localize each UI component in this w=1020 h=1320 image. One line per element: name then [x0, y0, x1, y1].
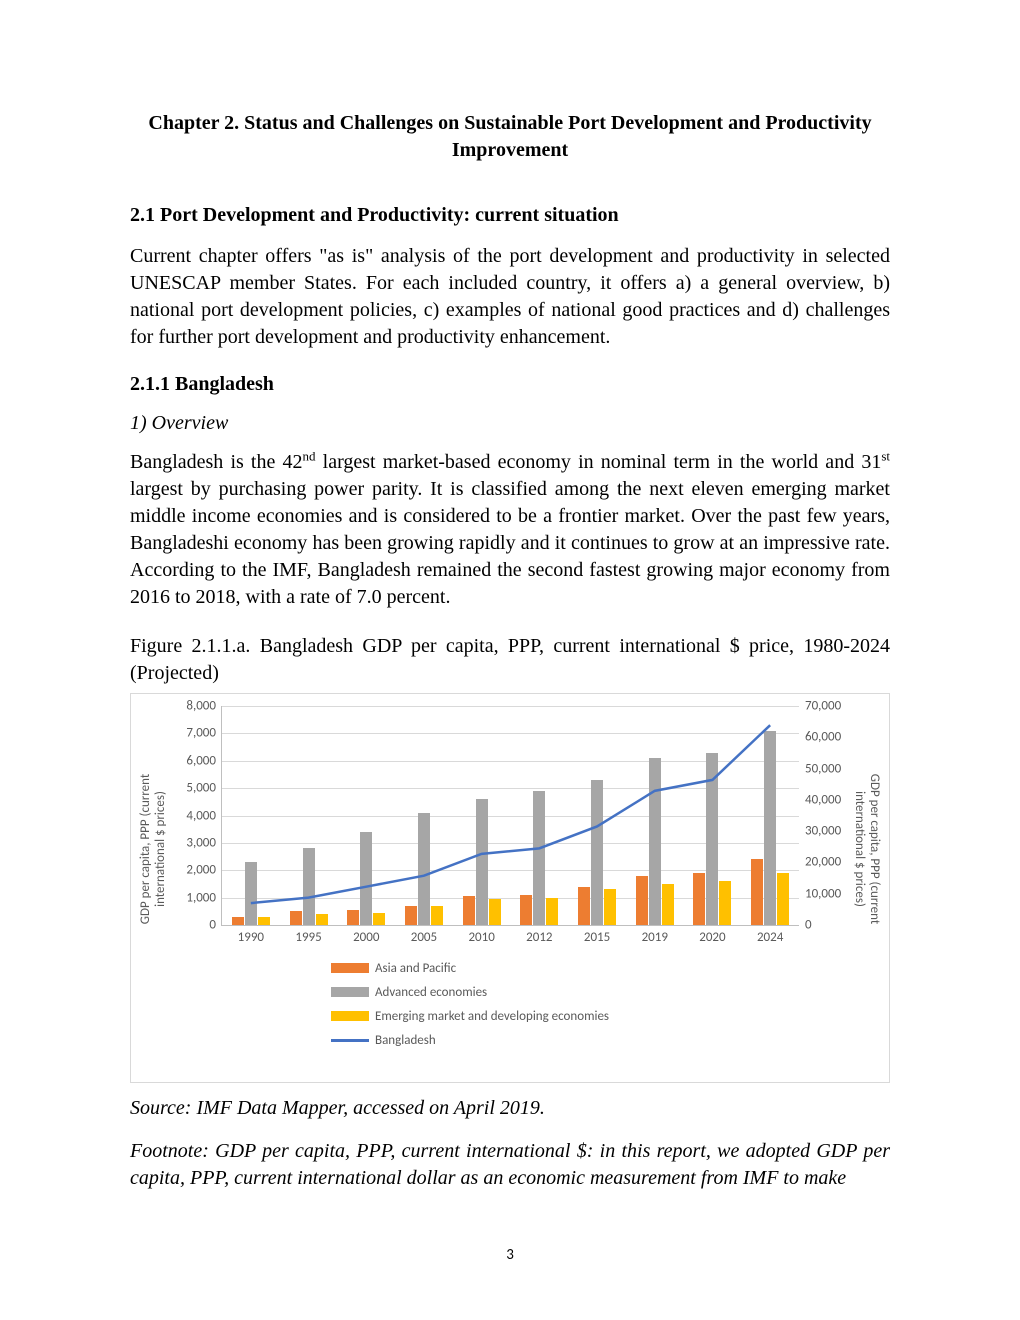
- text-fragment: largest by purchasing power parity. It i…: [130, 478, 890, 608]
- section-heading: 2.1 Port Development and Productivity: c…: [130, 204, 890, 227]
- y-right-tick: 50,000: [805, 761, 855, 776]
- ordinal-sup: st: [881, 448, 890, 463]
- ordinal-sup: nd: [303, 448, 316, 463]
- gdp-chart: GDP per capita, PPP (current internation…: [130, 693, 890, 1083]
- subsection-heading: 2.1.1 Bangladesh: [130, 373, 890, 396]
- intro-paragraph: Current chapter offers "as is" analysis …: [130, 243, 890, 351]
- plot-area: 01,0002,0003,0004,0005,0006,0007,0008,00…: [221, 706, 799, 926]
- x-tick: 1990: [238, 930, 264, 945]
- legend-label: Asia and Pacific: [375, 961, 456, 976]
- x-tick: 2019: [642, 930, 668, 945]
- text-fragment: largest market-based economy in nominal …: [316, 451, 882, 473]
- y-left-tick: 4,000: [166, 808, 216, 823]
- legend-item-emerging: Emerging market and developing economies: [331, 1004, 609, 1028]
- y-right-tick: 70,000: [805, 699, 855, 714]
- legend-item-advanced: Advanced economies: [331, 980, 609, 1004]
- y-axis-left-title: GDP per capita, PPP (current internation…: [138, 739, 168, 959]
- chart-legend: Asia and Pacific Advanced economies Emergi…: [331, 956, 609, 1052]
- chapter-title: Chapter 2. Status and Challenges on Sust…: [130, 110, 890, 164]
- legend-swatch: [331, 963, 369, 973]
- y-axis-right-title: GDP per capita, PPP (current internation…: [852, 739, 882, 959]
- x-tick: 1995: [295, 930, 321, 945]
- y-right-tick: 0: [805, 918, 855, 933]
- legend-label: Emerging market and developing economies: [375, 1009, 609, 1024]
- x-tick: 2012: [526, 930, 552, 945]
- y-left-tick: 7,000: [166, 726, 216, 741]
- y-right-tick: 40,000: [805, 792, 855, 807]
- y-left-tick: 1,000: [166, 890, 216, 905]
- y-left-tick: 2,000: [166, 863, 216, 878]
- page-number: 3: [0, 1246, 1020, 1264]
- x-tick: 2010: [468, 930, 494, 945]
- subsub-heading: 1) Overview: [130, 412, 890, 435]
- y-left-tick: 8,000: [166, 699, 216, 714]
- chart-footnote: Footnote: GDP per capita, PPP, current i…: [130, 1138, 890, 1192]
- legend-item-asia_pacific: Asia and Pacific: [331, 956, 609, 980]
- y-right-tick: 20,000: [805, 855, 855, 870]
- y-left-tick: 0: [166, 918, 216, 933]
- legend-label: Advanced economies: [375, 985, 487, 1000]
- y-left-tick: 3,000: [166, 835, 216, 850]
- legend-swatch: [331, 1039, 369, 1042]
- legend-label: Bangladesh: [375, 1033, 436, 1048]
- x-tick: 2015: [584, 930, 610, 945]
- y-left-tick: 6,000: [166, 753, 216, 768]
- figure-caption: Figure 2.1.1.a. Bangladesh GDP per capit…: [130, 633, 890, 687]
- legend-swatch: [331, 987, 369, 997]
- text-fragment: Bangladesh is the 42: [130, 451, 303, 473]
- x-tick: 2000: [353, 930, 379, 945]
- x-tick: 2024: [757, 930, 783, 945]
- chart-source: Source: IMF Data Mapper, accessed on Apr…: [130, 1097, 890, 1120]
- x-tick: 2005: [411, 930, 437, 945]
- x-tick: 2020: [699, 930, 725, 945]
- bangladesh-overview-paragraph: Bangladesh is the 42nd largest market-ba…: [130, 449, 890, 611]
- line-series-bangladesh: [222, 706, 799, 925]
- y-right-tick: 30,000: [805, 824, 855, 839]
- y-right-tick: 10,000: [805, 886, 855, 901]
- legend-swatch: [331, 1011, 369, 1021]
- y-right-tick: 60,000: [805, 730, 855, 745]
- legend-item-bangladesh: Bangladesh: [331, 1028, 609, 1052]
- y-left-tick: 5,000: [166, 781, 216, 796]
